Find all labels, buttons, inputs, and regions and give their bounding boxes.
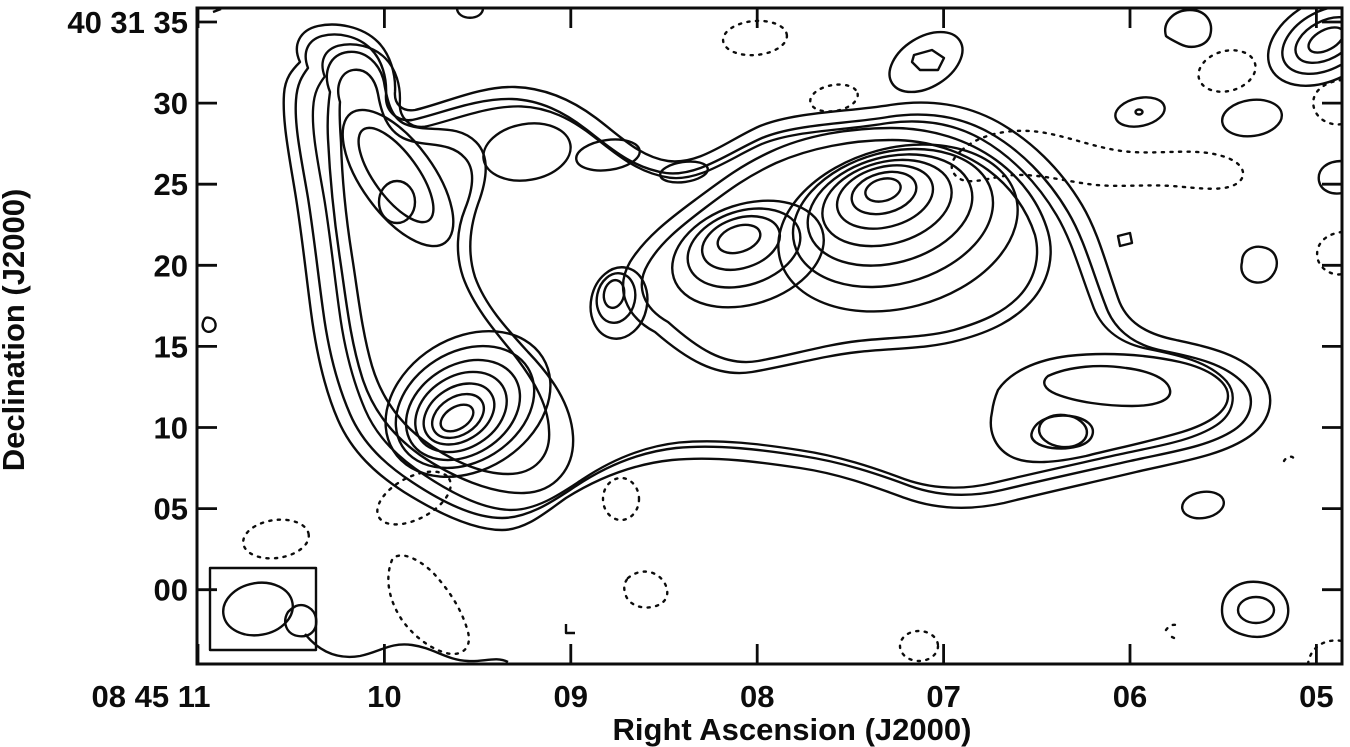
x-tick-label: 05: [1299, 679, 1333, 714]
y-tick-label: 20: [154, 248, 188, 283]
positive-contour: [455, 8, 485, 19]
positive-contour: [1180, 490, 1226, 520]
positive-contour: [341, 108, 455, 248]
positive-contour: [1116, 231, 1134, 248]
positive-contour: [1281, 8, 1342, 76]
positive-contour: [602, 278, 626, 310]
beam-indicator: [208, 566, 509, 664]
positive-contour: [564, 624, 575, 635]
positive-contour: [482, 122, 572, 182]
negative-contour: [1306, 639, 1342, 664]
positive-contour: [1317, 159, 1342, 195]
positive-contour: [864, 177, 902, 203]
negative-contour: [623, 570, 669, 609]
negative-contour: [1282, 455, 1297, 463]
positive-contour: [1164, 8, 1213, 48]
positive-contour: [1037, 413, 1089, 449]
positive-contour: [337, 68, 551, 476]
x-tick-label: 07: [926, 679, 960, 714]
plot-frame: [195, 6, 1344, 666]
negative-contour: [950, 129, 1245, 190]
negative-contour: [1312, 78, 1342, 126]
y-tick-label: 10: [154, 411, 188, 446]
negative-contour: [1164, 623, 1181, 642]
y-tick-label: 25: [154, 167, 188, 202]
positive-contour: [1236, 595, 1276, 625]
negative-contour: [376, 470, 452, 526]
positive-contour: [806, 153, 974, 267]
positive-contour: [777, 143, 1019, 313]
positive-contour: [621, 126, 1052, 375]
positive-contour: [910, 48, 946, 72]
positive-contour: [282, 23, 1272, 532]
y-tick-label: 05: [154, 492, 188, 527]
positive-contour: [1307, 26, 1342, 54]
positive-contour: [850, 170, 918, 216]
positive-contour: [671, 199, 825, 309]
positive-contour: [1114, 96, 1166, 128]
negative-contour: [1315, 230, 1342, 276]
x-tick-label: 08: [740, 679, 774, 714]
positive-contour: [1220, 98, 1284, 138]
y-tick-label: 30: [154, 86, 188, 121]
positive-contour: [422, 382, 496, 446]
contour-group: [201, 8, 1342, 664]
positive-contour: [311, 43, 1234, 512]
negative-contour: [601, 476, 641, 522]
positive-contour: [1030, 414, 1095, 450]
positive-contour: [1220, 580, 1290, 639]
positive-contour: [439, 403, 475, 433]
positive-contour: [700, 215, 782, 271]
beam-ellipse: [222, 581, 294, 637]
positive-contour: [658, 160, 710, 184]
x-tick-label: 08 45 11: [92, 679, 211, 714]
y-axis-title: Declination (J2000): [0, 189, 31, 472]
positive-contour: [404, 358, 522, 462]
positive-contour: [357, 126, 435, 224]
positive-contour: [989, 352, 1230, 464]
beam-box: [208, 566, 318, 652]
positive-contour: [414, 370, 508, 454]
positive-contour: [595, 272, 637, 324]
positive-contour: [1043, 364, 1172, 408]
positive-contour: [294, 33, 1253, 520]
negative-contour: [898, 629, 940, 663]
positive-contour: [1134, 108, 1144, 116]
x-tick-label: 06: [1113, 679, 1147, 714]
y-tick-label: 15: [154, 329, 188, 364]
y-tick-label: 40 31 35: [67, 5, 188, 40]
x-axis-title: Right Ascension (J2000): [613, 712, 972, 747]
negative-contour: [721, 19, 789, 57]
y-tick-label: 00: [154, 573, 188, 608]
positive-contour: [589, 266, 649, 340]
positive-contour: [835, 164, 935, 230]
positive-contour: [821, 158, 953, 248]
positive-contour: [384, 329, 552, 479]
positive-contour: [1266, 8, 1342, 87]
negative-contour: [1197, 49, 1257, 93]
positive-contour: [1240, 245, 1278, 284]
x-tick-label: 10: [367, 679, 401, 714]
negative-contour: [809, 83, 859, 113]
positive-contour: [431, 392, 485, 440]
positive-contour: [377, 179, 417, 225]
positive-contour: [575, 138, 641, 172]
x-tick-label: 09: [554, 679, 588, 714]
positive-contour: [791, 147, 995, 289]
beam-tail-contour: [304, 633, 509, 664]
positive-contour: [686, 207, 802, 289]
positive-contour: [394, 344, 536, 470]
negative-contour: [242, 518, 310, 560]
negative-contour: [387, 554, 471, 656]
positive-contour: [201, 316, 217, 333]
beam-component: [284, 604, 318, 638]
positive-contour: [888, 30, 964, 94]
positive-contour: [716, 223, 762, 255]
positive-contour: [325, 50, 575, 495]
